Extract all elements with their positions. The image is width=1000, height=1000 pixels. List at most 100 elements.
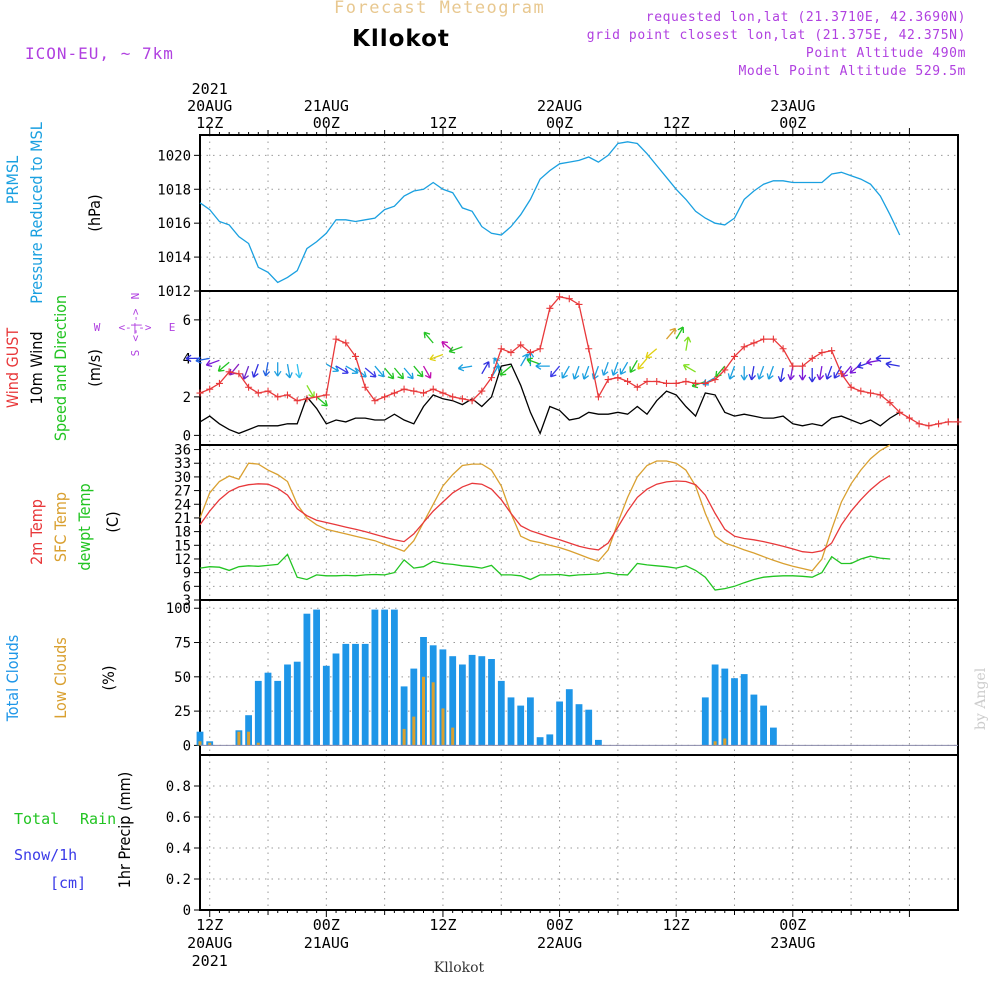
precip-ylabel: 1hr Precip (mm) [115, 772, 134, 889]
total-cloud-bar [410, 668, 418, 746]
wind-direction-arrow [666, 327, 677, 340]
wind-gust-line-marker [449, 393, 457, 401]
low-cloud-bar [256, 742, 260, 746]
wind-gust-line-marker [410, 387, 418, 395]
total-cloud-bar [585, 709, 593, 746]
low-cloud-bar [412, 716, 416, 746]
wind-direction-arrow [335, 365, 349, 374]
wind-gust-line-marker [594, 393, 602, 401]
wind-direction-arrow [403, 367, 414, 380]
wind-label-speed-direction: Speed and Direction [51, 295, 70, 441]
wind-direction-arrow [549, 365, 561, 378]
wind-gust-line-marker [371, 397, 379, 405]
wind-gust-line-marker [332, 335, 340, 343]
wind-direction-arrow [766, 365, 775, 380]
y-tick-label: 1020 [157, 148, 191, 164]
time-label-bottom: 00Z [779, 916, 806, 934]
time-label-bottom: 12Z [663, 916, 690, 934]
wind-gust-line-marker [274, 393, 282, 401]
wind-gust-line-marker [624, 377, 632, 385]
time-label-top: 20AUG [187, 97, 232, 115]
surface-temp-line [199, 444, 891, 572]
wind-gust-line-marker [225, 368, 233, 376]
wind-gust-line-marker [954, 418, 962, 426]
y-tick-label: 0.6 [166, 810, 191, 826]
total-cloud-bar [750, 694, 758, 746]
wind-direction-arrow [645, 348, 658, 359]
time-label-bottom: 00Z [313, 916, 340, 934]
y-tick-label: 3 [183, 593, 191, 609]
time-label-top: 00Z [779, 114, 806, 132]
footer-location: Kllokot [434, 960, 485, 976]
time-label-top: 00Z [546, 114, 573, 132]
wind-direction-arrow [325, 363, 340, 373]
low-cloud-bar [723, 738, 727, 746]
y-tick-label: 30 [174, 470, 191, 486]
wind-gust-line-marker [264, 387, 272, 395]
low-cloud-bar [247, 731, 251, 746]
wind-direction-arrow [217, 361, 230, 372]
wind-gust-line-marker [526, 349, 534, 357]
y-tick-label: 9 [183, 566, 191, 582]
y-tick-label: 1014 [157, 250, 191, 266]
total-cloud-bar [322, 665, 330, 746]
temp-label-dewpt: dewpt Temp [75, 483, 94, 570]
wind-gust-line-marker [789, 362, 797, 370]
wind-gust-line-marker [682, 377, 690, 385]
wind-gust-line-marker [478, 387, 486, 395]
wind-gust-line-marker [701, 379, 709, 387]
wind-gust-line-marker [721, 366, 729, 374]
total-cloud-bar [371, 609, 379, 746]
total-cloud-bar [468, 654, 476, 746]
pressure-label-msl: Pressure Reduced to MSL [27, 122, 46, 303]
low-cloud-bar [451, 727, 455, 746]
total-cloud-bar [701, 697, 709, 746]
wind-direction-arrow [273, 362, 282, 377]
chart-title: Forecast Meteogram [334, 0, 546, 18]
wind-gust-line-marker [828, 347, 836, 355]
total-cloud-bar [313, 609, 320, 746]
time-label-top: 00Z [313, 114, 340, 132]
model-label: ICON-EU, ~ 7km [25, 44, 174, 63]
wind-gust-line-marker [429, 385, 437, 393]
dewpoint-temp-line [199, 553, 891, 591]
compass-east: E [169, 321, 176, 334]
wind-direction-arrow [581, 365, 590, 380]
wind-gust-line-marker [235, 370, 243, 378]
y-tick-label: 0.8 [166, 779, 191, 795]
time-label-bottom: 12Z [196, 916, 223, 934]
y-tick-label: 75 [174, 636, 191, 652]
total-cloud-bar [760, 705, 767, 746]
time-label-bottom: 22AUG [537, 934, 582, 952]
wind-gust-line-marker [390, 389, 398, 397]
y-tick-label: 24 [174, 497, 191, 513]
temp-label-sfc: SFC Temp [51, 492, 70, 562]
total-cloud-bar [459, 664, 466, 746]
total-cloud-bar [731, 678, 738, 746]
wind-gust-line-marker [740, 343, 748, 351]
time-label-bottom: 00Z [546, 916, 573, 934]
y-tick-label: 12 [174, 552, 191, 568]
wind-gust-line-marker [400, 385, 408, 393]
y-tick-label: 27 [174, 484, 191, 500]
wind-direction-arrow [535, 362, 550, 370]
wind-direction-arrow [393, 367, 405, 380]
total-cloud-bar [439, 649, 447, 746]
wind-gust-line-marker [254, 389, 262, 397]
wind-gust-line-marker [614, 374, 622, 382]
wind-direction-arrow [808, 368, 816, 383]
precip-label-total: Total [14, 810, 59, 828]
y-tick-label: 0 [183, 428, 191, 444]
pressure-line [199, 141, 901, 284]
total-cloud-bar [488, 659, 495, 746]
total-cloud-bar [536, 737, 544, 746]
model-altitude: Model Point Altitude 529.5m [738, 64, 966, 79]
wind-gust-line-marker [546, 304, 554, 312]
total-cloud-bar [565, 689, 573, 746]
wind-direction-arrow [824, 365, 833, 380]
wind-gust-line-marker [779, 345, 787, 353]
wind-gust-line-marker [283, 391, 291, 399]
total-cloud-bar [342, 643, 350, 746]
wind-gust-line-marker [915, 420, 923, 428]
